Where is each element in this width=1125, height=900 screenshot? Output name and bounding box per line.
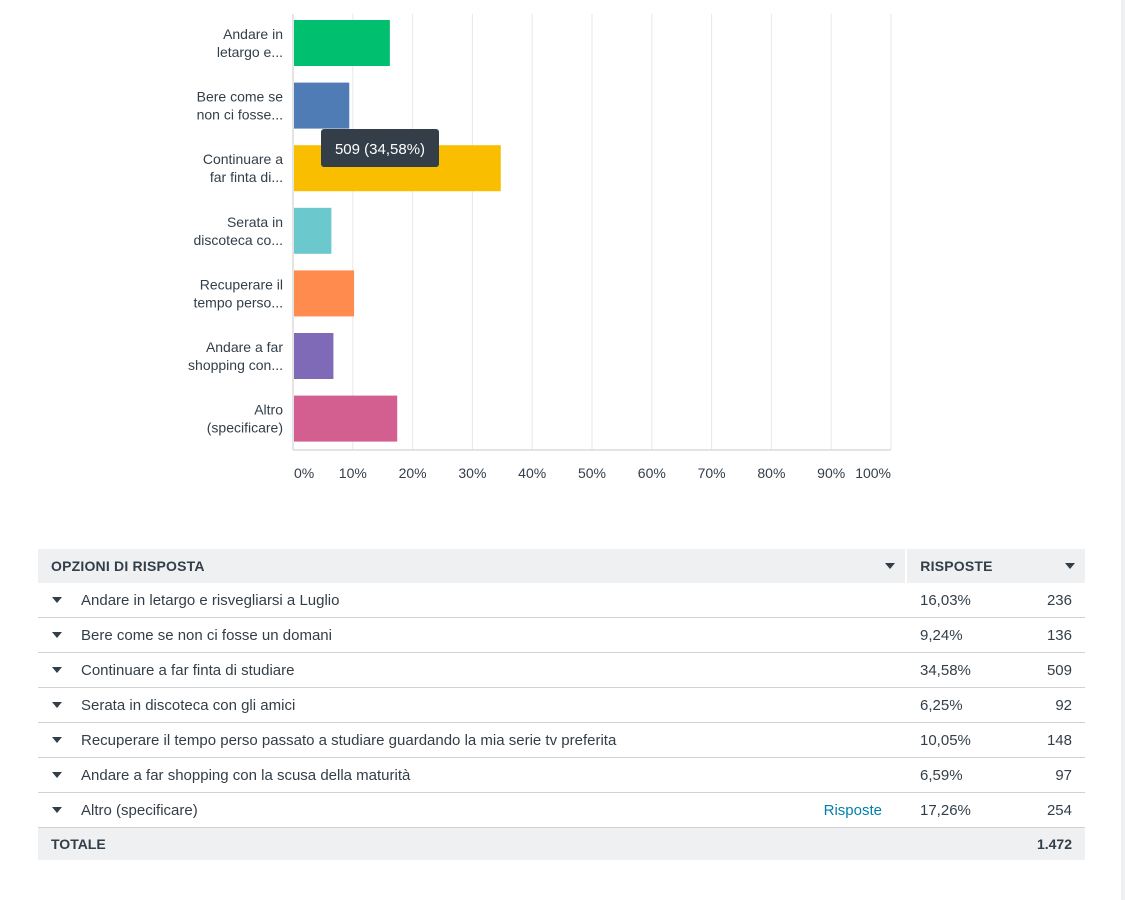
- bar[interactable]: [294, 20, 390, 66]
- x-tick-label: 90%: [817, 465, 845, 481]
- table-row[interactable]: Altro (specificare) Risposte 17,26% 254: [38, 793, 1085, 828]
- x-tick-label: 70%: [698, 465, 726, 481]
- row-option: Continuare a far finta di studiare: [38, 653, 907, 687]
- row-label: Andare in letargo e risvegliarsi a Lugli…: [81, 591, 340, 609]
- bar-chart: Andare in letargo e... Bere come se non ci …: [188, 14, 892, 481]
- expand-caret-icon[interactable]: [52, 807, 62, 813]
- category-label: far finta di...: [210, 169, 283, 185]
- row-percent: 6,25%: [920, 696, 963, 714]
- tooltip-box: [321, 129, 439, 167]
- total-label: TOTALE: [51, 836, 106, 852]
- chart-tooltip: 509 (34,58%): [321, 129, 439, 167]
- row-label: Andare a far shopping con la scusa della…: [81, 766, 411, 784]
- row-option: Andare in letargo e risvegliarsi a Lugli…: [38, 583, 907, 617]
- category-label: Bere come se: [197, 89, 284, 105]
- x-tick-label: 0%: [294, 465, 314, 481]
- response-table: OPZIONI DI RISPOSTA RISPOSTE Andare in l…: [38, 549, 1085, 860]
- total-count: 1.472: [1036, 836, 1072, 852]
- x-tick-label: 40%: [518, 465, 546, 481]
- table-row[interactable]: Andare a far shopping con la scusa della…: [38, 758, 1085, 793]
- header-responses-label: RISPOSTE: [920, 558, 993, 574]
- category-label: (specificare): [207, 420, 283, 436]
- header-responses[interactable]: RISPOSTE: [907, 558, 1085, 574]
- category-label: tempo perso...: [194, 294, 284, 310]
- row-count: 236: [1046, 591, 1072, 609]
- expand-caret-icon[interactable]: [52, 772, 62, 778]
- chart-grid: [292, 14, 892, 451]
- row-percent: 16,03%: [920, 591, 971, 609]
- row-count: 136: [1046, 626, 1072, 644]
- expand-caret-icon[interactable]: [52, 737, 62, 743]
- bar[interactable]: [294, 333, 334, 379]
- category-label: non ci fosse...: [197, 107, 283, 123]
- category-label: discoteca co...: [194, 232, 284, 248]
- row-percent: 9,24%: [920, 626, 963, 644]
- expand-caret-icon[interactable]: [52, 597, 62, 603]
- row-label: Bere come se non ci fosse un domani: [81, 626, 332, 644]
- table-row[interactable]: Andare in letargo e risvegliarsi a Lugli…: [38, 583, 1085, 618]
- table-row[interactable]: Bere come se non ci fosse un domani 9,24%…: [38, 618, 1085, 653]
- row-option: Altro (specificare) Risposte: [38, 793, 907, 827]
- table-row[interactable]: Serata in discoteca con gli amici 6,25% 92: [38, 688, 1085, 723]
- category-label: Andare a far: [206, 339, 283, 355]
- row-label: Serata in discoteca con gli amici: [81, 696, 296, 714]
- row-percent: 34,58%: [920, 661, 971, 679]
- x-tick-label: 30%: [458, 465, 486, 481]
- row-option: Serata in discoteca con gli amici: [38, 688, 907, 722]
- table-header: OPZIONI DI RISPOSTA RISPOSTE: [38, 549, 1085, 583]
- row-label: Altro (specificare): [81, 801, 198, 819]
- chart-bars: [294, 20, 501, 442]
- expand-caret-icon[interactable]: [52, 632, 62, 638]
- category-label: Andare in: [223, 26, 283, 42]
- sort-caret-icon[interactable]: [1065, 563, 1075, 569]
- page-edge: [1121, 0, 1125, 900]
- table-row[interactable]: Recuperare il tempo perso passato a stud…: [38, 723, 1085, 758]
- bar[interactable]: [294, 207, 332, 254]
- row-percent: 10,05%: [920, 731, 971, 749]
- x-tick-labels: 0% 10% 20% 30% 40% 50% 60% 70% 80% 90% 100%: [294, 465, 891, 481]
- row-option: Bere come se non ci fosse un domani: [38, 618, 907, 652]
- row-option: Andare a far shopping con la scusa della…: [38, 758, 907, 792]
- x-tick-label: 50%: [578, 465, 606, 481]
- row-count: 148: [1046, 731, 1072, 749]
- category-label: shopping con...: [188, 357, 283, 373]
- responses-link[interactable]: Risposte: [823, 801, 882, 819]
- category-labels: Andare in letargo e... Bere come se non ci …: [188, 26, 283, 436]
- category-label: letargo e...: [217, 44, 283, 60]
- category-label: Altro: [254, 402, 283, 418]
- bar[interactable]: [294, 270, 355, 317]
- category-label: Recuperare il: [200, 276, 283, 292]
- row-label: Recuperare il tempo perso passato a stud…: [81, 731, 617, 749]
- row-label: Continuare a far finta di studiare: [81, 661, 295, 679]
- header-options-label: OPZIONI DI RISPOSTA: [51, 558, 205, 574]
- header-options[interactable]: OPZIONI DI RISPOSTA: [38, 549, 908, 583]
- category-label: Continuare a: [203, 151, 283, 167]
- row-count: 254: [1046, 801, 1072, 819]
- table-row[interactable]: Continuare a far finta di studiare 34,58%…: [38, 653, 1085, 688]
- table-total-row: TOTALE 1.472: [38, 828, 1085, 860]
- tooltip-text: 509 (34,58%): [335, 141, 425, 158]
- row-count: 92: [1055, 696, 1072, 714]
- row-percent: 17,26%: [920, 801, 971, 819]
- expand-caret-icon[interactable]: [52, 667, 62, 673]
- row-count: 509: [1046, 661, 1072, 679]
- x-tick-label: 20%: [399, 465, 427, 481]
- row-percent: 6,59%: [920, 766, 963, 784]
- row-option: Recuperare il tempo perso passato a stud…: [38, 723, 907, 757]
- category-label: Serata in: [227, 214, 283, 230]
- x-tick-label: 80%: [757, 465, 785, 481]
- expand-caret-icon[interactable]: [52, 702, 62, 708]
- table-body: Andare in letargo e risvegliarsi a Lugli…: [38, 583, 1085, 828]
- bar[interactable]: [294, 395, 398, 442]
- bar[interactable]: [294, 82, 350, 129]
- sort-caret-icon[interactable]: [885, 563, 896, 569]
- x-tick-label: 100%: [855, 465, 891, 481]
- row-count: 97: [1055, 766, 1072, 784]
- x-tick-label: 60%: [638, 465, 666, 481]
- x-tick-label: 10%: [339, 465, 367, 481]
